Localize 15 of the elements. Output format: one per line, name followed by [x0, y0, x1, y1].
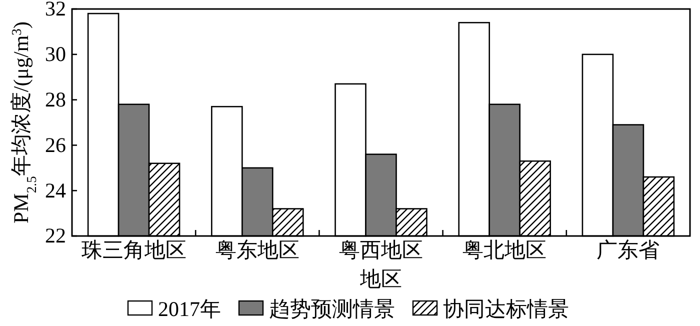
x-tick-label: 粤北地区: [462, 238, 547, 262]
y-tick-label: 24: [45, 178, 66, 202]
legend-label: 2017年: [158, 297, 221, 321]
legend-label: 趋势预测情景: [269, 297, 395, 321]
y-tick-label: 28: [45, 88, 66, 112]
y-tick-label: 30: [45, 42, 66, 66]
y-tick-label: 22: [45, 224, 66, 248]
legend-label: 协同达标情景: [443, 297, 569, 321]
x-tick-label: 珠三角地区: [81, 238, 186, 262]
x-tick-label: 粤西地区: [339, 238, 423, 262]
y-tick-label: 32: [45, 0, 66, 21]
x-tick-label: 粤东地区: [215, 238, 300, 262]
y-tick-label: 26: [45, 132, 66, 157]
x-axis-title: 地区: [359, 267, 402, 291]
x-tick-label: 广东省: [596, 238, 660, 262]
